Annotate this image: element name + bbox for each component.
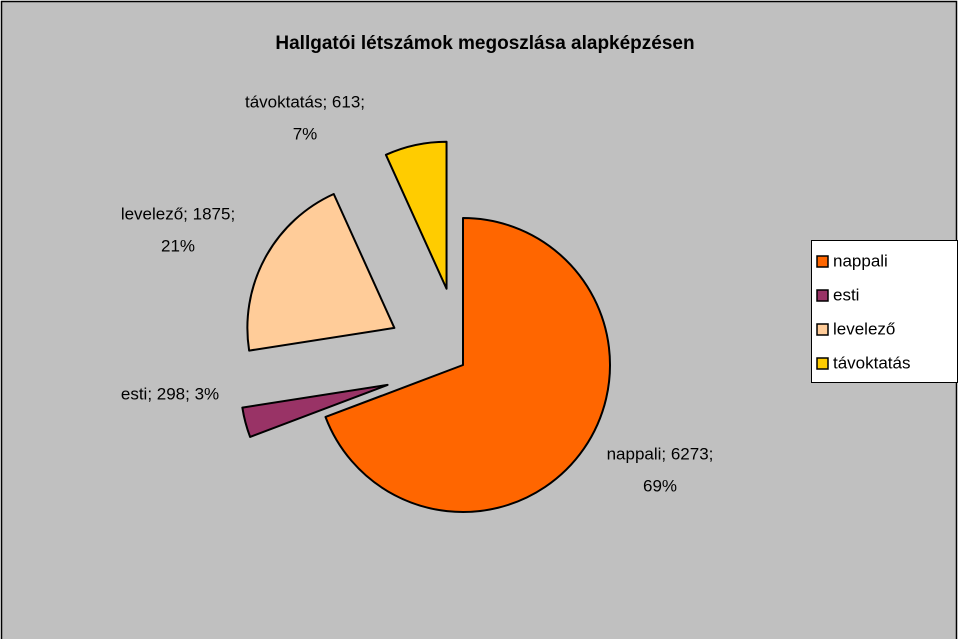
data-label: 69% bbox=[643, 476, 677, 495]
legend-label: nappali bbox=[833, 251, 888, 270]
data-label: távoktatás; 613; bbox=[245, 92, 365, 111]
data-label: esti; 298; 3% bbox=[121, 384, 219, 403]
legend-label: levelező bbox=[833, 319, 895, 338]
pie-slice bbox=[246, 193, 396, 352]
data-label: nappali; 6273; bbox=[607, 444, 714, 463]
legend-label: távoktatás bbox=[833, 353, 911, 372]
pie-slice bbox=[324, 217, 611, 513]
data-label: levelező; 1875; bbox=[121, 204, 235, 223]
legend-swatch bbox=[816, 323, 829, 336]
data-label: 21% bbox=[161, 236, 195, 255]
legend-label: esti bbox=[833, 285, 859, 304]
pie-slice bbox=[241, 383, 389, 438]
legend-swatch bbox=[816, 289, 829, 302]
legend-box bbox=[811, 240, 958, 383]
pie-slice bbox=[384, 140, 448, 290]
legend-swatch bbox=[816, 255, 829, 268]
legend-swatch bbox=[816, 357, 829, 370]
chart-title: Hallgatói létszámok megoszlása alapképzé… bbox=[275, 33, 694, 54]
data-label: 7% bbox=[293, 124, 318, 143]
